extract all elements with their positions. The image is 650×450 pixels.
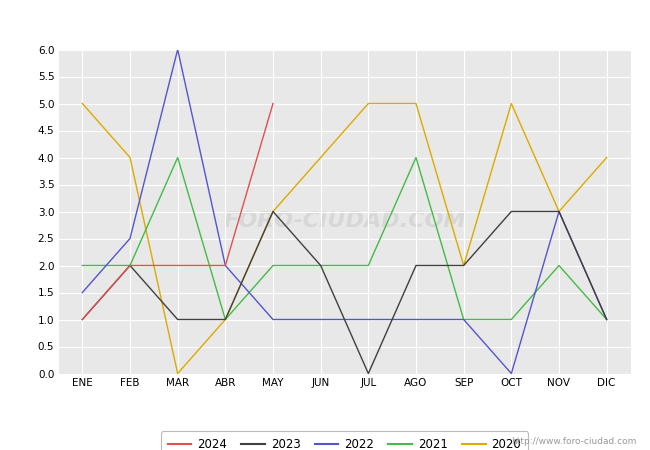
- Legend: 2024, 2023, 2022, 2021, 2020: 2024, 2023, 2022, 2021, 2020: [161, 431, 528, 450]
- Text: http://www.foro-ciudad.com: http://www.foro-ciudad.com: [512, 436, 637, 446]
- Text: Matriculaciones de Vehiculos en Càrcer: Matriculaciones de Vehiculos en Càrcer: [167, 13, 483, 28]
- Text: FORO-CIUDAD.COM: FORO-CIUDAD.COM: [223, 211, 466, 231]
